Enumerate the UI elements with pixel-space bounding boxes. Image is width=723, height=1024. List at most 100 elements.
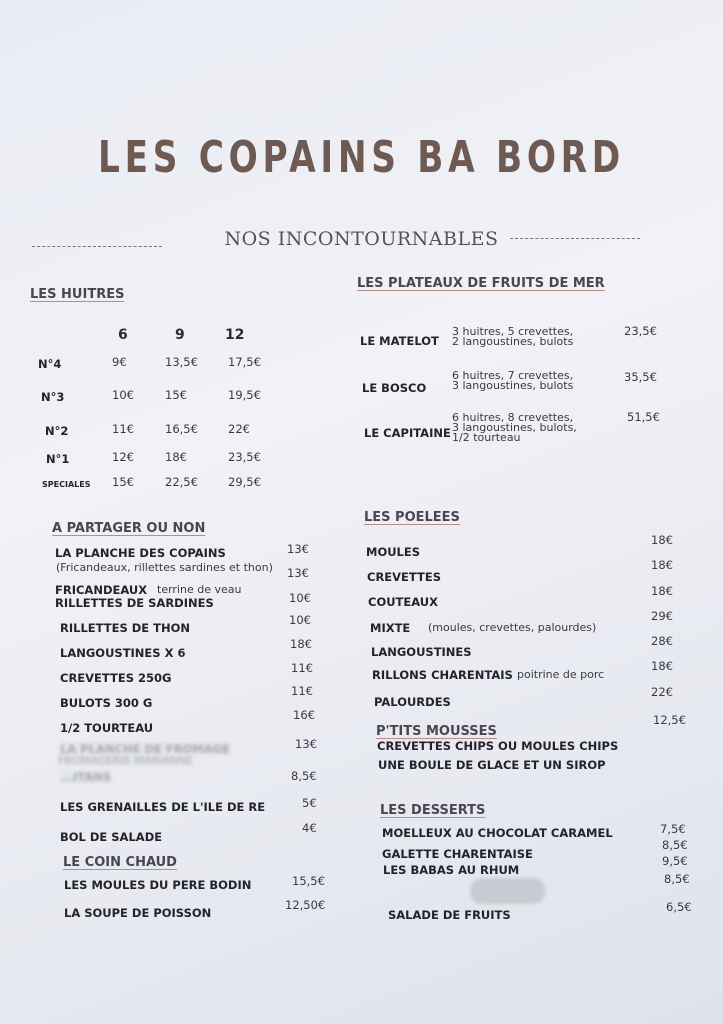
item-name: LES GRENAILLES DE L'ILE DE RE [60, 800, 266, 814]
price: 15€ [165, 388, 187, 402]
item-note: (moules, crevettes, palourdes) [428, 621, 597, 634]
price: 10€ [112, 388, 134, 402]
redacted-item [470, 878, 545, 904]
platter-description: 2 langoustines, bulots [452, 335, 574, 348]
platter-name: LE BOSCO [362, 381, 427, 395]
oyster-grade: N°1 [46, 452, 70, 466]
section-title-partager: A PARTAGER OU NON [52, 521, 206, 536]
price: 8,5€ [291, 769, 317, 783]
platter-description: 3 huitres, 5 crevettes, [452, 325, 574, 338]
platter-description: 6 huitres, 7 crevettes, [452, 369, 574, 382]
price: 5€ [302, 796, 317, 810]
oyster-grade: N°3 [41, 390, 65, 404]
platter-description: 6 huitres, 8 crevettes, [452, 411, 574, 424]
price: 23,5€ [228, 450, 261, 464]
price: 7,5€ [660, 822, 686, 836]
size-header: 6 [118, 327, 128, 343]
item-name: CREVETTES [367, 570, 441, 584]
item-name: CREVETTES CHIPS OU MOULES CHIPS [377, 739, 619, 753]
item-note: terrine de veau [157, 583, 242, 596]
section-title-mousses: P'TITS MOUSSES [376, 724, 497, 739]
oyster-grade: N°4 [38, 357, 62, 371]
price: 15,5€ [292, 874, 325, 888]
section-title-poelees: LES POELEES [364, 510, 460, 525]
price: 9,5€ [662, 854, 688, 868]
price: 11€ [112, 422, 134, 436]
item-name: GALETTE CHARENTAISE [382, 847, 533, 861]
section-title-plateaux: LES PLATEAUX DE FRUITS DE MER [357, 276, 605, 291]
price: 18€ [651, 533, 673, 547]
item-name: LES MOULES DU PERE BODIN [64, 878, 252, 892]
item-note: (Fricandeaux, rillettes sardines et thon… [56, 561, 273, 574]
price: 10€ [289, 591, 311, 605]
price: 4€ [302, 821, 317, 835]
price: 35,5€ [624, 370, 657, 384]
item-name: BULOTS 300 G [60, 696, 153, 710]
price: 11€ [291, 684, 313, 698]
section-title-desserts: LES DESSERTS [380, 803, 486, 818]
item-name: BOL DE SALADE [60, 830, 163, 844]
item-name: ...ITANS [60, 770, 112, 784]
platter-name: LE MATELOT [360, 334, 439, 348]
price: 19,5€ [228, 388, 261, 402]
price: 16,5€ [165, 422, 198, 436]
price: 22,5€ [165, 475, 198, 489]
item-name: LA PLANCHE DE FROMAGE [60, 742, 230, 756]
item-name: RILLETTES DE THON [60, 621, 191, 635]
item-name: RILLETTES DE SARDINES [55, 596, 214, 610]
price: 8,5€ [664, 872, 690, 886]
price: 18€ [651, 659, 673, 673]
item-name: PALOURDES [374, 695, 451, 709]
restaurant-title: LES COPAINS BA BORD [98, 132, 625, 183]
item-note: FROMAGERIE MARIANNE [58, 754, 194, 767]
section-title-huitres: LES HUITRES [30, 287, 125, 302]
menu-subtitle: NOS INCONTOURNABLES [224, 228, 499, 250]
item-name: 1/2 TOURTEAU [60, 721, 154, 735]
size-header: 12 [225, 327, 245, 343]
price: 11€ [291, 661, 313, 675]
price: 10€ [289, 613, 311, 627]
item-name: FRICANDEAUX [55, 583, 148, 597]
price: 12,5€ [653, 713, 686, 727]
oyster-grade: N°2 [45, 424, 69, 438]
platter-name: LE CAPITAINE [364, 426, 451, 440]
price: 18€ [165, 450, 187, 464]
price: 13€ [287, 566, 309, 580]
price: 23,5€ [624, 324, 657, 338]
item-name: CREVETTES 250G [60, 671, 172, 685]
item-name: MOULES [366, 545, 421, 559]
price: 18€ [651, 584, 673, 598]
item-name: RILLONS CHARENTAIS [372, 668, 513, 682]
price: 22€ [228, 422, 250, 436]
price: 51,5€ [627, 410, 660, 424]
price: 13€ [295, 737, 317, 751]
price: 8,5€ [662, 838, 688, 852]
price: 18€ [651, 558, 673, 572]
item-name: LANGOUSTINES [371, 645, 472, 659]
price: 13€ [287, 542, 309, 556]
item-name: SALADE DE FRUITS [388, 908, 511, 922]
item-name: MIXTE [370, 621, 411, 635]
price: 16€ [293, 708, 315, 722]
price: 22€ [651, 685, 673, 699]
size-header: 9 [175, 327, 185, 343]
platter-description: 3 langoustines, bulots, [452, 421, 577, 434]
platter-description: 1/2 tourteau [452, 431, 521, 444]
item-name: LANGOUSTINES X 6 [60, 646, 186, 660]
price: 15€ [112, 475, 134, 489]
oyster-grade: SPECIALES [42, 480, 91, 489]
section-title-chaud: LE COIN CHAUD [63, 855, 177, 870]
item-note: poitrine de porc [517, 668, 605, 681]
price: 6,5€ [666, 900, 692, 914]
price: 29,5€ [228, 475, 261, 489]
platter-description: 3 langoustines, bulots [452, 379, 574, 392]
item-name: MOELLEUX AU CHOCOLAT CARAMEL [382, 826, 613, 840]
item-name: LES BABAS AU RHUM [383, 863, 520, 877]
price: 12,50€ [285, 898, 326, 912]
item-name: LA SOUPE DE POISSON [64, 906, 212, 920]
item-name: LA PLANCHE DES COPAINS [55, 546, 226, 560]
divider-right [510, 238, 640, 239]
price: 13,5€ [165, 355, 198, 369]
price: 9€ [112, 355, 127, 369]
price: 18€ [290, 637, 312, 651]
